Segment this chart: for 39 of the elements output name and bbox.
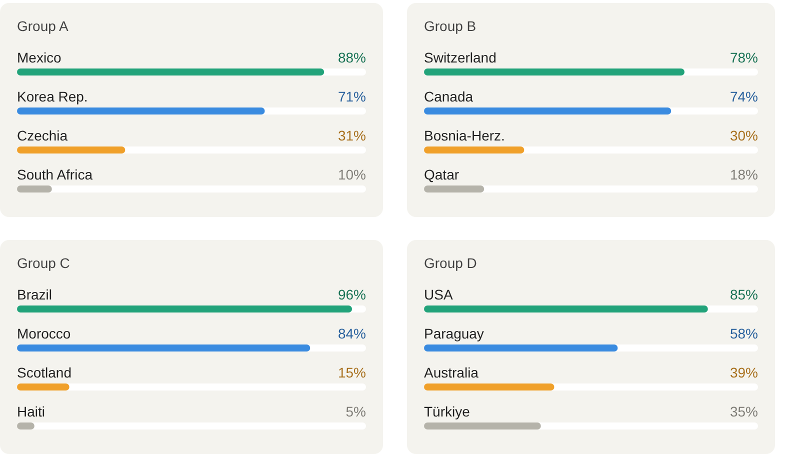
bar [17,186,52,192]
y-tick-label: Haiti [17,404,46,420]
chart-title: Group C [17,255,70,271]
data-label: 35% [730,404,758,420]
y-tick-label: Mexico [17,50,62,66]
bar [17,384,70,390]
data-label: 58% [730,326,758,342]
y-tick-label: Türkiye [424,404,470,420]
data-label: 88% [338,50,366,66]
y-tick-label: South Africa [17,166,93,182]
chart-title: Group B [424,18,476,34]
y-tick-label: Scotland [17,364,72,380]
y-tick-label: Korea Rep. [17,88,88,104]
y-tick-label: USA [424,286,454,302]
data-label: 71% [338,88,366,104]
y-tick-label: Brazil [17,286,52,302]
data-label: 39% [730,364,758,380]
y-tick-label: Canada [424,88,474,104]
y-tick-label: Czechia [17,128,68,144]
data-label: 78% [730,50,758,66]
y-tick-label: Switzerland [424,50,496,66]
data-label: 85% [730,286,758,302]
data-label: 5% [346,404,366,420]
bar [424,186,484,192]
data-label: 74% [730,88,758,104]
data-label: 84% [338,326,366,342]
data-label: 30% [730,128,758,144]
y-tick-label: Paraguay [424,326,484,342]
y-tick-label: Qatar [424,166,460,182]
y-tick-label: Bosnia-Herz. [424,128,505,144]
data-label: 10% [338,166,366,182]
y-tick-label: Morocco [17,326,71,342]
data-label: 18% [730,166,758,182]
chart-title: Group D [424,255,477,271]
chart-title: Group A [17,18,68,34]
data-label: 15% [338,364,366,380]
data-label: 96% [338,286,366,302]
data-label: 31% [338,128,366,144]
y-tick-label: Australia [424,364,479,380]
